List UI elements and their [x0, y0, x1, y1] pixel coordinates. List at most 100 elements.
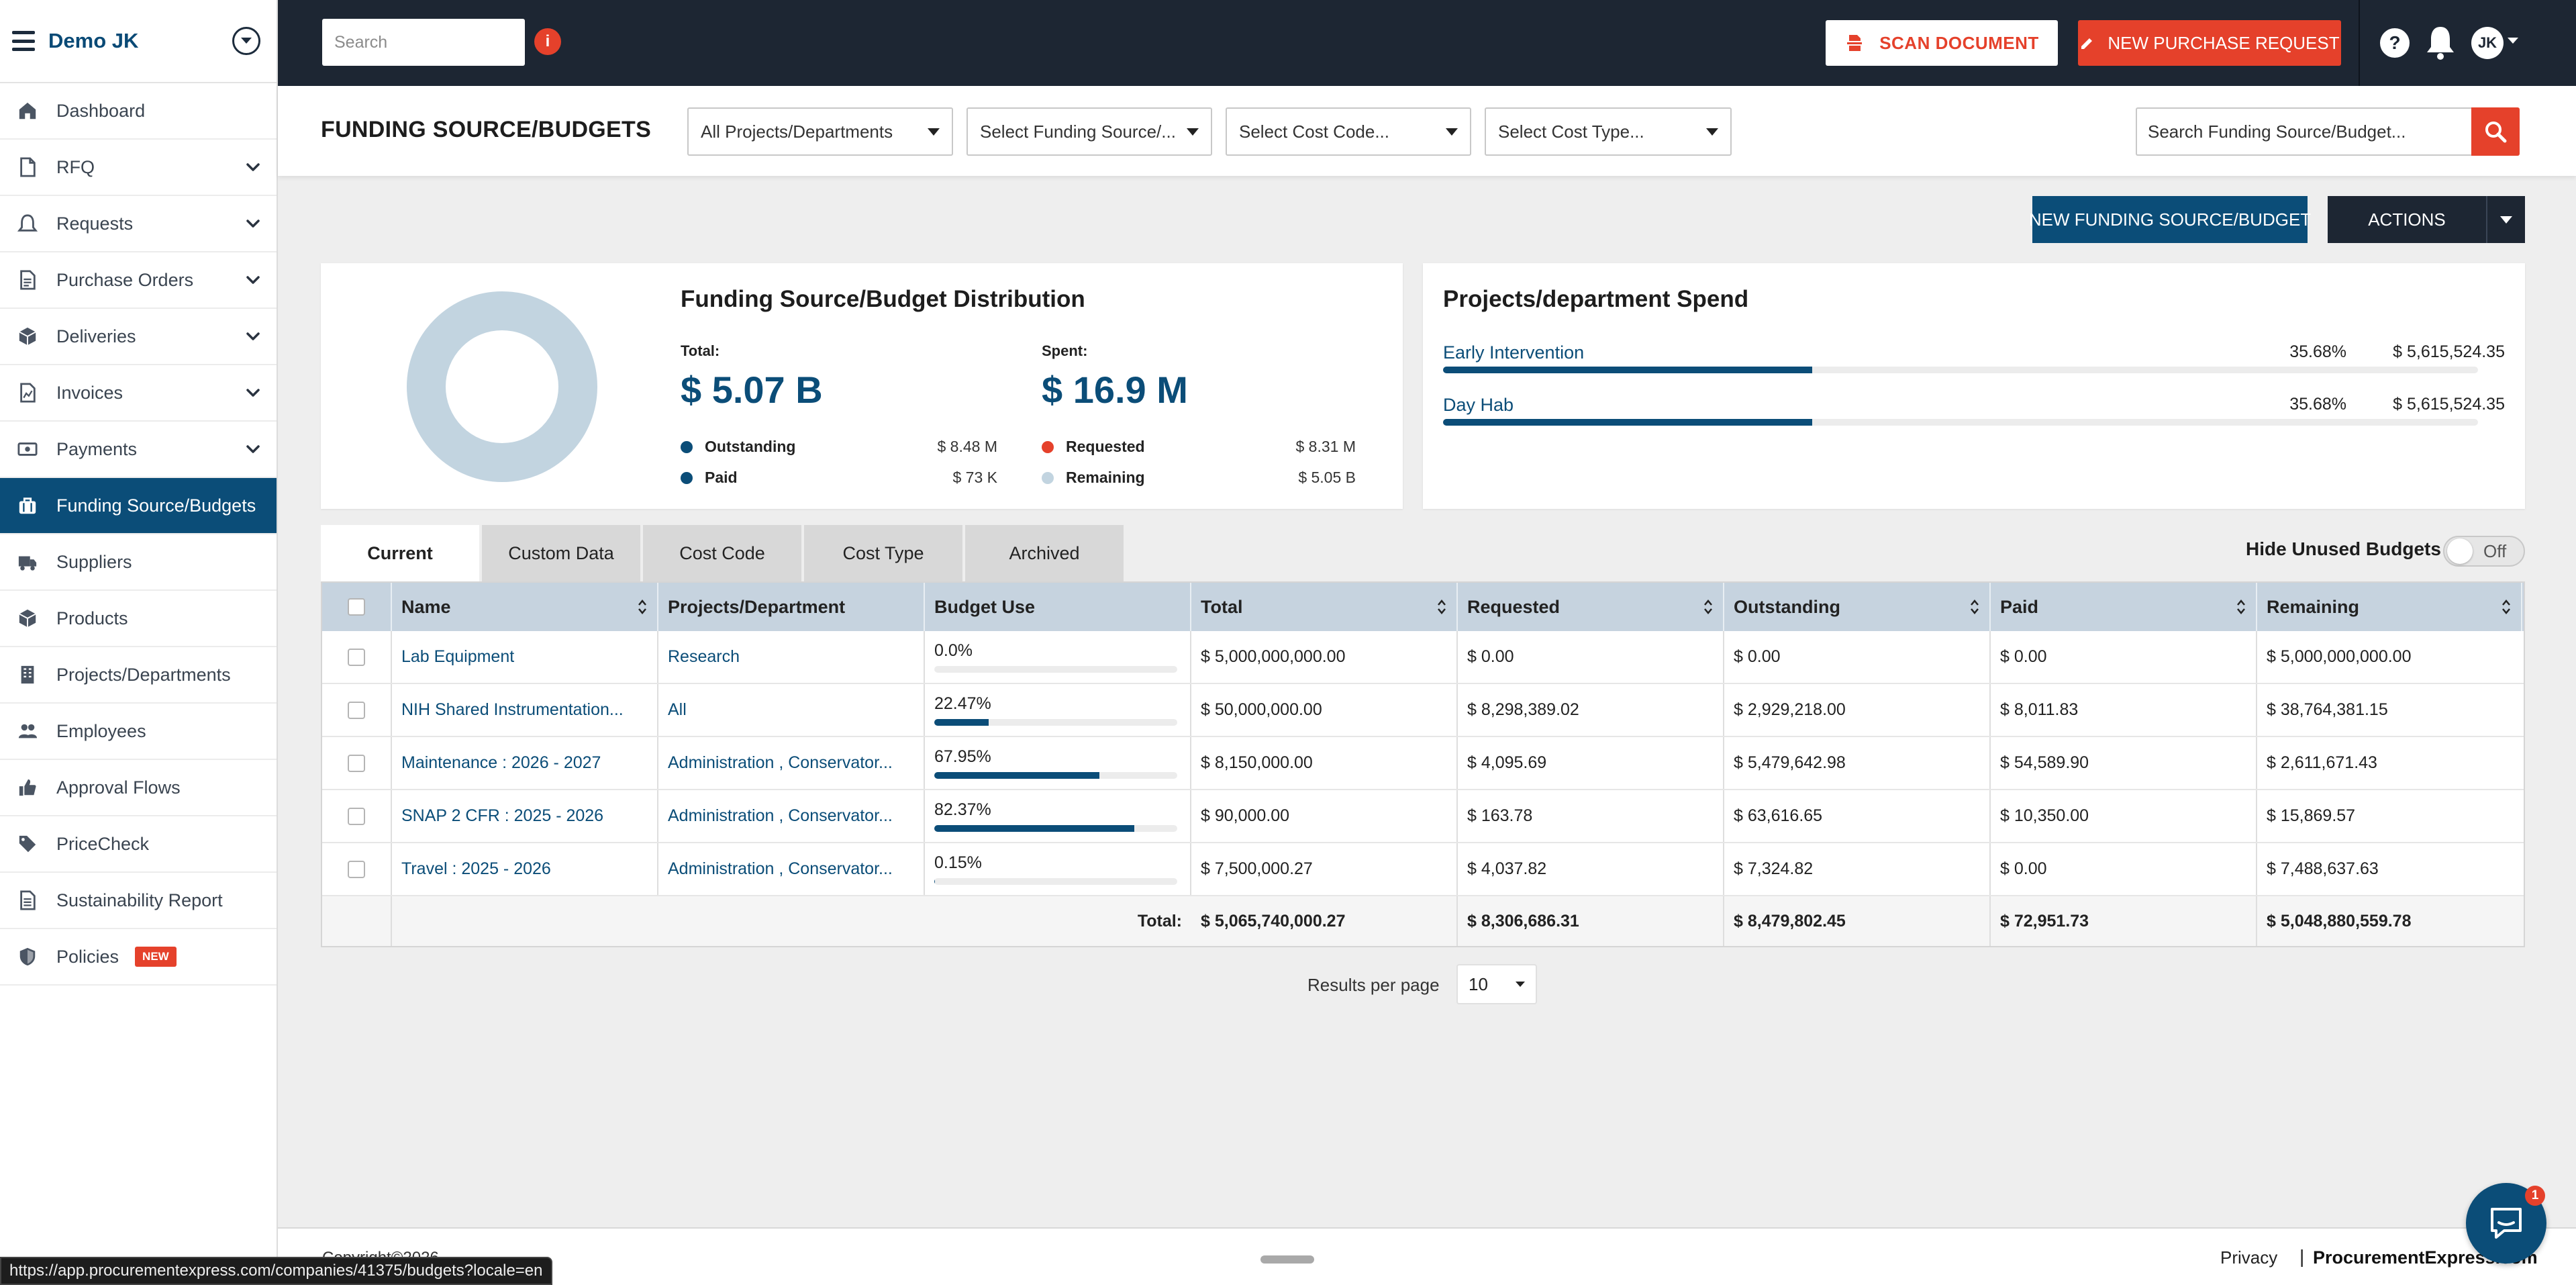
home-icon [16, 99, 39, 122]
new-funding-source-button[interactable]: NEW FUNDING SOURCE/BUDGET [2029, 196, 2311, 243]
legend-value: $ 8.31 M [1295, 438, 1356, 455]
column-header-name[interactable]: Name [392, 583, 658, 631]
sidebar-item-payments[interactable]: Payments [0, 422, 277, 478]
totals-total: $ 5,065,740,000.27 [1191, 896, 1458, 946]
projects-filter-select[interactable]: All Projects/Departments [687, 107, 953, 156]
select-all-checkbox[interactable] [348, 598, 365, 616]
column-header-remaining[interactable]: Remaining [2257, 583, 2522, 631]
project-link[interactable]: Administration , Conservator... [668, 753, 893, 772]
chevron-down-icon[interactable] [244, 271, 262, 289]
info-badge[interactable]: i [534, 28, 561, 55]
sidebar-item-label: Projects/Departments [56, 664, 231, 685]
chevron-down-icon[interactable] [244, 384, 262, 401]
box-icon [16, 325, 39, 348]
budget-name-link[interactable]: Travel : 2025 - 2026 [401, 859, 551, 878]
chevron-down-icon[interactable] [2486, 196, 2525, 243]
hide-unused-toggle[interactable]: Off [2443, 536, 2525, 567]
row-checkbox[interactable] [348, 807, 365, 825]
shield-icon [16, 945, 39, 968]
user-avatar[interactable]: JK [2471, 27, 2504, 59]
company-switch-chevron-icon[interactable] [232, 27, 260, 55]
spend-project-name[interactable]: Day Hab [1443, 395, 1514, 415]
sidebar-item-suppliers[interactable]: Suppliers [0, 534, 277, 591]
sort-icon[interactable] [637, 599, 648, 615]
sidebar-item-employees[interactable]: Employees [0, 704, 277, 760]
budget-use-percent: 82.37% [934, 800, 991, 819]
cost-type-filter-select[interactable]: Select Cost Type... [1485, 107, 1732, 156]
sidebar-item-approval-flows[interactable]: Approval Flows [0, 760, 277, 816]
building-icon [16, 663, 39, 686]
budget-name-link[interactable]: NIH Shared Instrumentation... [401, 700, 624, 719]
row-checkbox[interactable] [348, 860, 365, 878]
sort-icon[interactable] [2501, 599, 2512, 615]
row-checkbox[interactable] [348, 701, 365, 719]
funding-source-filter-select[interactable]: Select Funding Source/... [967, 107, 1212, 156]
actions-dropdown-button[interactable]: ACTIONS [2328, 196, 2525, 243]
tab-custom-data[interactable]: Custom Data [482, 525, 640, 581]
privacy-link[interactable]: Privacy [2220, 1247, 2278, 1268]
new-purchase-request-button[interactable]: NEW PURCHASE REQUEST [2078, 20, 2341, 66]
sort-icon[interactable] [1703, 599, 1714, 615]
legend-dot [1042, 471, 1054, 484]
budget-name-link[interactable]: Lab Equipment [401, 647, 515, 666]
sidebar-item-policies[interactable]: Policies NEW [0, 929, 277, 986]
column-header-outstanding[interactable]: Outstanding [1724, 583, 1991, 631]
scan-document-button[interactable]: SCAN DOCUMENT [1826, 20, 2058, 66]
notifications-bell-icon[interactable] [2424, 24, 2457, 60]
sort-icon[interactable] [1436, 599, 1447, 615]
company-name[interactable]: Demo JK [48, 29, 139, 52]
totals-requested: $ 8,306,686.31 [1458, 896, 1724, 946]
chevron-down-icon[interactable] [244, 440, 262, 458]
totals-outstanding: $ 8,479,802.45 [1724, 896, 1991, 946]
sort-icon[interactable] [2236, 599, 2246, 615]
chevron-down-icon[interactable] [244, 215, 262, 232]
column-header-total[interactable]: Total [1191, 583, 1458, 631]
project-link[interactable]: All [668, 700, 687, 719]
project-link[interactable]: Research [668, 647, 740, 666]
sidebar-item-pricecheck[interactable]: PriceCheck [0, 816, 277, 873]
sidebar-item-deliveries[interactable]: Deliveries [0, 309, 277, 365]
chevron-down-icon[interactable] [244, 328, 262, 345]
sidebar-item-projects-departments[interactable]: Projects/Departments [0, 647, 277, 704]
user-menu-caret-icon[interactable] [2508, 38, 2518, 44]
sidebar-item-rfq[interactable]: RFQ [0, 140, 277, 196]
row-checkbox[interactable] [348, 754, 365, 772]
funding-source-search-button[interactable] [2471, 107, 2520, 156]
donut-remaining-segment [407, 291, 597, 482]
column-header-requested[interactable]: Requested [1458, 583, 1724, 631]
budget-name-link[interactable]: SNAP 2 CFR : 2025 - 2026 [401, 806, 604, 825]
chevron-down-icon[interactable] [244, 158, 262, 176]
tab-cost-type[interactable]: Cost Type [804, 525, 962, 581]
tab-cost-code[interactable]: Cost Code [643, 525, 801, 581]
budget-name-link[interactable]: Maintenance : 2026 - 2027 [401, 753, 601, 772]
tab-archived[interactable]: Archived [965, 525, 1124, 581]
project-link[interactable]: Administration , Conservator... [668, 859, 893, 878]
budget-use-fill [934, 825, 1135, 832]
spend-percent: 35.68% [2289, 395, 2346, 414]
tab-current[interactable]: Current [321, 525, 479, 581]
sidebar-item-invoices[interactable]: Invoices [0, 365, 277, 422]
funding-source-search-input[interactable] [2136, 107, 2471, 156]
resize-handle[interactable] [1260, 1255, 1314, 1264]
distribution-donut-chart [407, 291, 597, 482]
bell-outline-icon [16, 212, 39, 235]
sort-icon[interactable] [1969, 599, 1980, 615]
sidebar-item-purchase-orders[interactable]: Purchase Orders [0, 252, 277, 309]
results-per-page-select[interactable]: 10 [1456, 964, 1537, 1004]
sidebar-item-sustainability-report[interactable]: Sustainability Report [0, 873, 277, 929]
legend-paid: Paid [681, 469, 738, 487]
column-header-paid[interactable]: Paid [1991, 583, 2257, 631]
sidebar-item-requests[interactable]: Requests [0, 196, 277, 252]
row-checkbox[interactable] [348, 648, 365, 666]
hamburger-menu-icon[interactable] [12, 31, 35, 51]
sidebar-item-dashboard[interactable]: Dashboard [0, 83, 277, 140]
sidebar-nav: Dashboard RFQ Requests Purchase Orders Deliv… [0, 83, 277, 986]
project-link[interactable]: Administration , Conservator... [668, 806, 893, 825]
spend-project-name[interactable]: Early Intervention [1443, 342, 1585, 363]
cost-code-filter-select[interactable]: Select Cost Code... [1226, 107, 1471, 156]
sidebar-item-funding-source-budgets[interactable]: Funding Source/Budgets [0, 478, 277, 534]
help-icon[interactable]: ? [2379, 27, 2411, 59]
sidebar-item-products[interactable]: Products [0, 591, 277, 647]
global-search-input[interactable] [322, 19, 525, 66]
briefcase-icon [16, 494, 39, 517]
